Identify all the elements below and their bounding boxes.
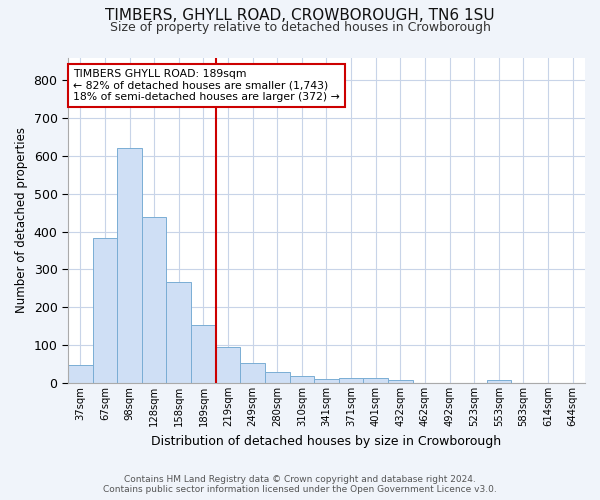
Bar	[92, 238, 117, 383]
Text: Contains HM Land Registry data © Crown copyright and database right 2024.
Contai: Contains HM Land Registry data © Crown c…	[103, 474, 497, 494]
Bar	[142, 217, 166, 383]
Bar	[290, 376, 314, 383]
Bar	[68, 365, 92, 383]
Bar	[265, 372, 290, 383]
Y-axis label: Number of detached properties: Number of detached properties	[15, 128, 28, 314]
Bar	[117, 148, 142, 383]
Bar	[314, 379, 339, 383]
Bar	[241, 362, 265, 383]
Bar	[215, 346, 241, 383]
Text: Size of property relative to detached houses in Crowborough: Size of property relative to detached ho…	[110, 21, 490, 34]
Bar	[339, 378, 364, 383]
Text: TIMBERS GHYLL ROAD: 189sqm
← 82% of detached houses are smaller (1,743)
18% of s: TIMBERS GHYLL ROAD: 189sqm ← 82% of deta…	[73, 69, 340, 102]
Bar	[388, 380, 413, 383]
Bar	[166, 282, 191, 383]
X-axis label: Distribution of detached houses by size in Crowborough: Distribution of detached houses by size …	[151, 434, 502, 448]
Bar	[487, 380, 511, 383]
Text: TIMBERS, GHYLL ROAD, CROWBOROUGH, TN6 1SU: TIMBERS, GHYLL ROAD, CROWBOROUGH, TN6 1S…	[105, 8, 495, 22]
Bar	[364, 378, 388, 383]
Bar	[191, 324, 215, 383]
